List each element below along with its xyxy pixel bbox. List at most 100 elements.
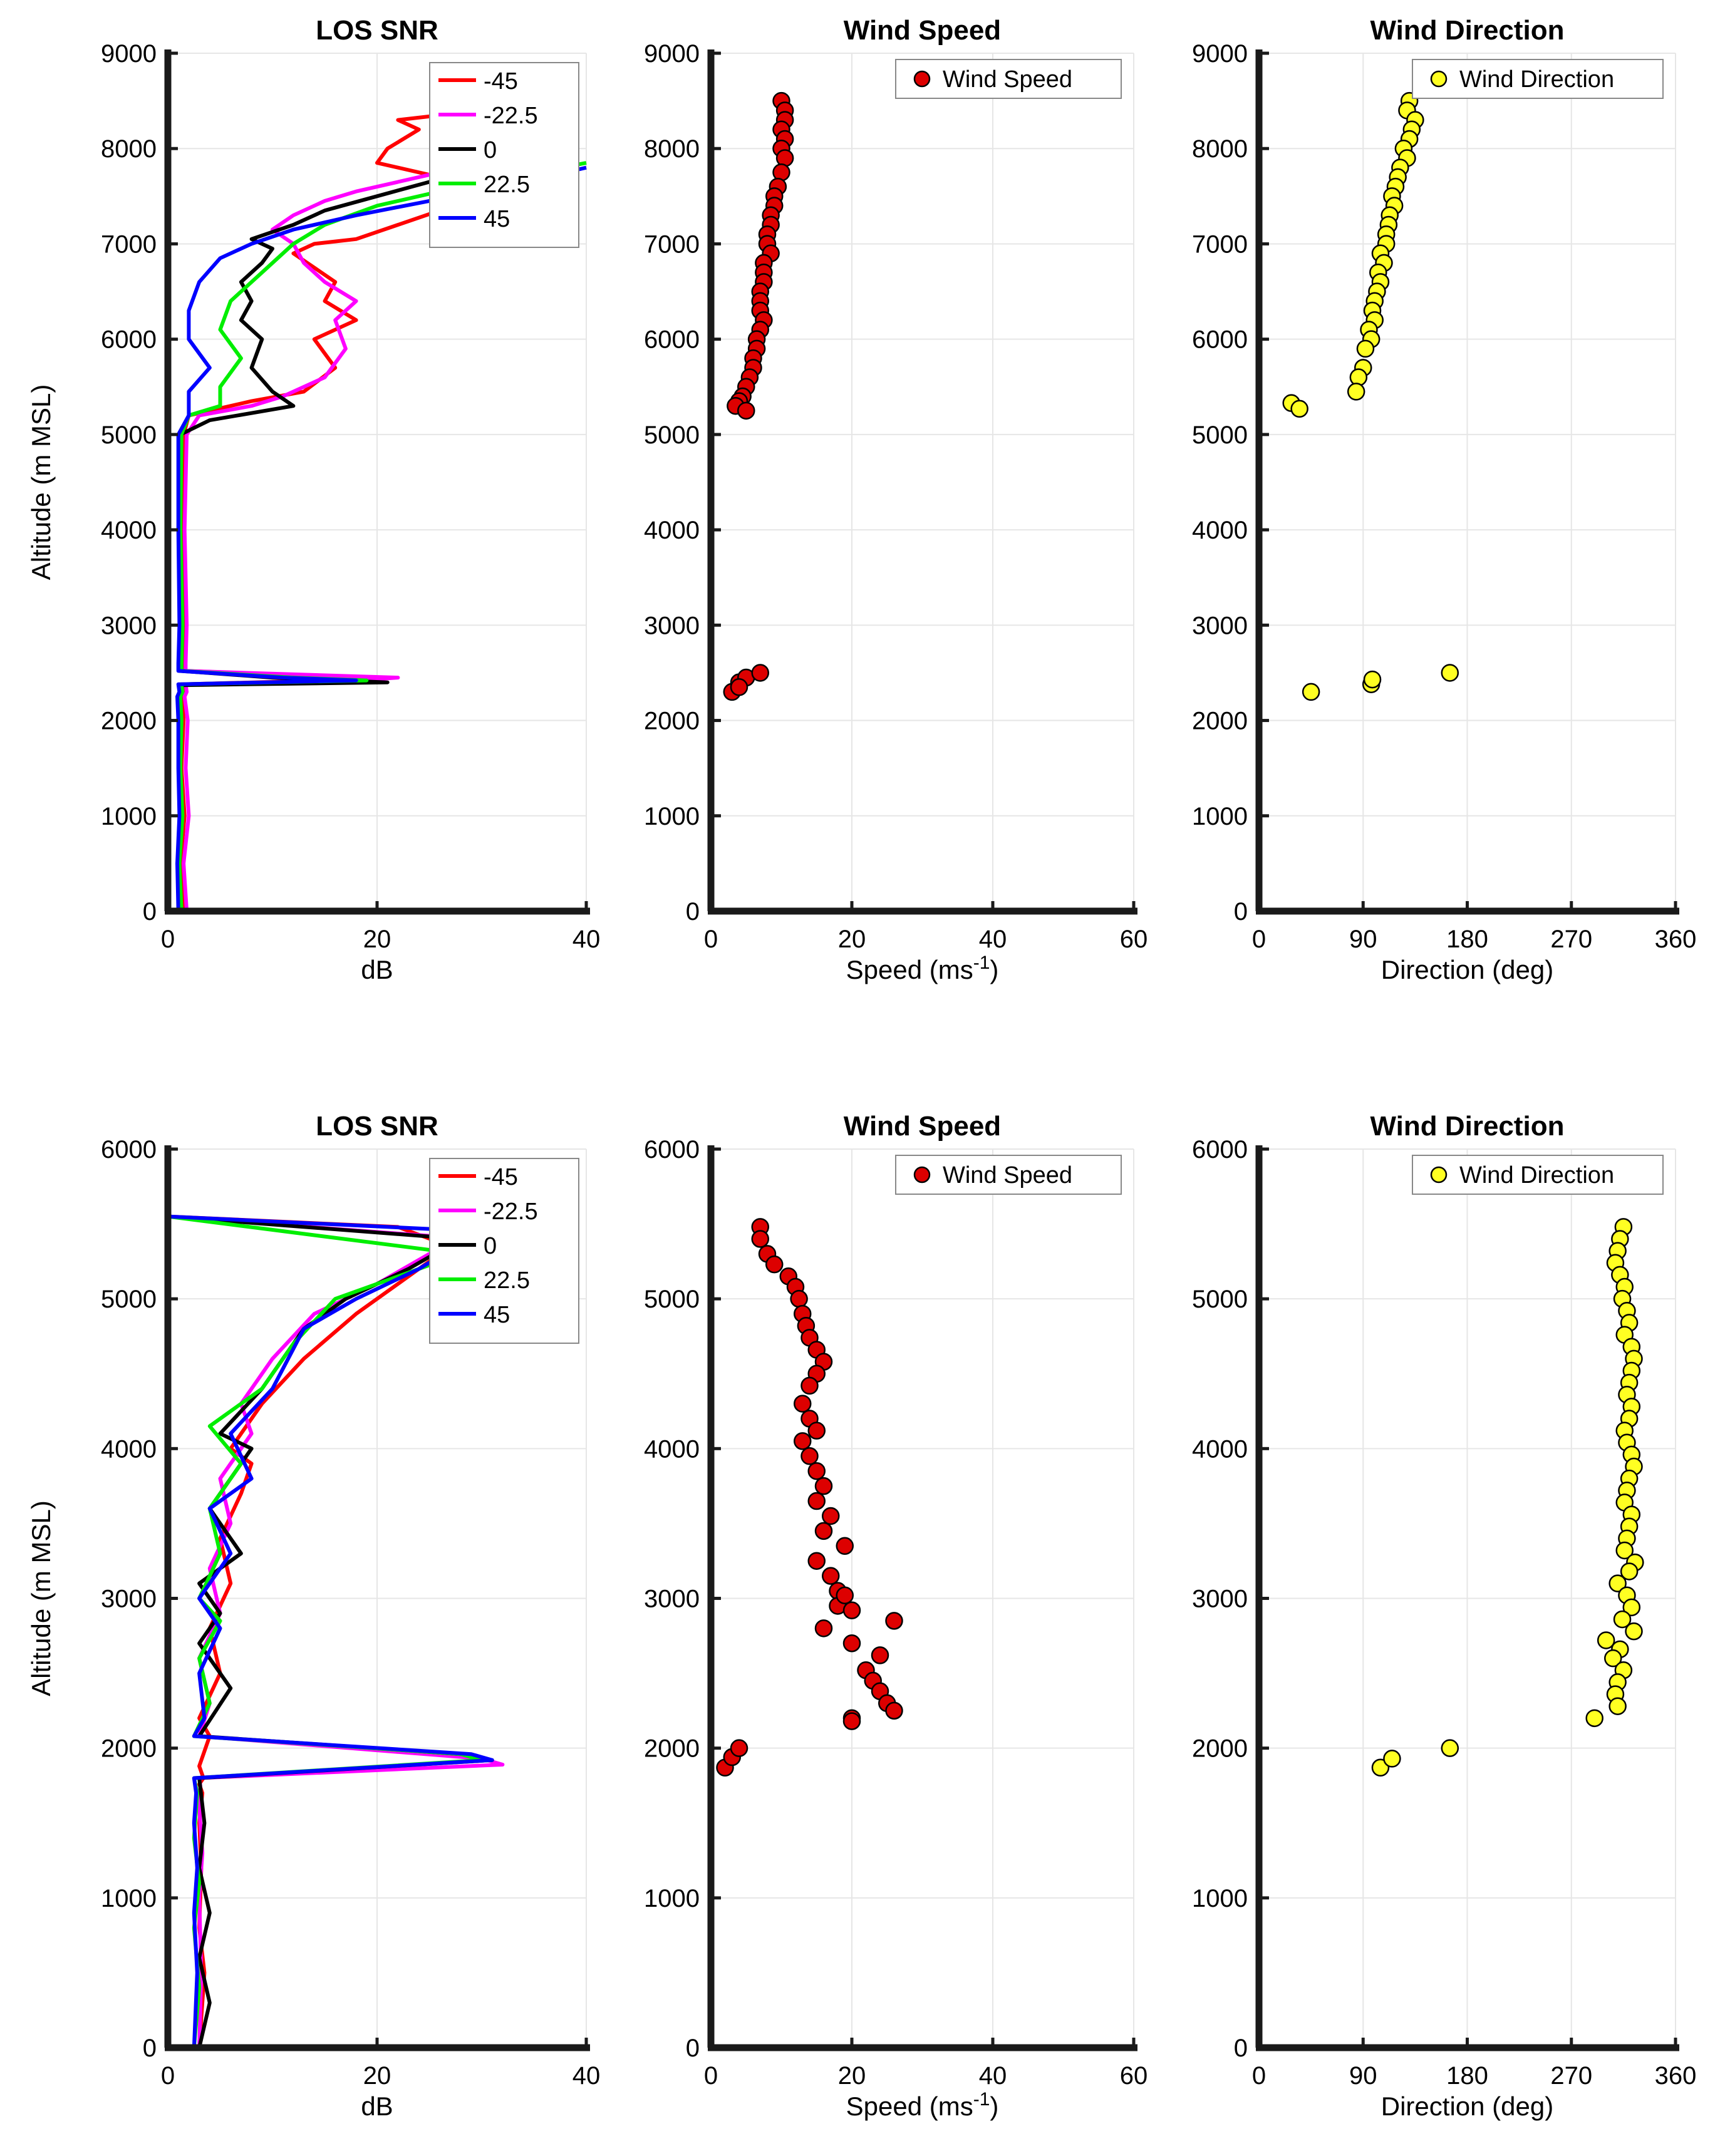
chart-title: LOS SNR [316,1111,438,1142]
chart-title: Wind Direction [1370,1111,1564,1142]
data-point [1383,1750,1401,1768]
y-tick-label: 4000 [1192,1435,1248,1463]
y-tick-label: 6000 [1192,1136,1248,1163]
x-axis-label-text: Speed (ms [846,2092,973,2121]
x-axis-label-text: Direction (deg [1381,955,1545,984]
x-tick-label: 180 [1446,926,1488,953]
legend-label: 22.5 [484,1267,530,1294]
legend-label: Wind Speed [943,1162,1072,1189]
legend-marker [1430,1166,1448,1184]
y-tick-label: 4000 [644,1435,700,1463]
legend-label: 0 [484,1233,497,1259]
y-tick-label: 4000 [644,517,700,544]
y-tick-label: 1000 [644,1885,700,1912]
legend: -45 -22.5 0 22.5 45 [429,62,579,248]
legend-label: -22.5 [484,103,538,129]
data-point [737,401,755,420]
data-point [800,1447,819,1465]
x-tick-label: 90 [1349,926,1377,953]
y-tick-label: 1000 [101,1885,157,1912]
y-tick-label: 3000 [644,1586,700,1613]
x-axis-label-end: ) [1545,955,1553,984]
y-tick-label: 1000 [1192,803,1248,830]
data-point [1620,1562,1639,1581]
legend-label: 45 [484,206,510,232]
y-tick-label: 7000 [644,230,700,258]
legend-box [1412,59,1664,99]
y-tick-label: 3000 [101,612,157,639]
data-point [822,1507,840,1525]
data-point [1441,664,1459,682]
data-point [885,1701,903,1720]
legend-label: Wind Speed [943,66,1072,93]
y-tick-label: 6000 [1192,326,1248,354]
series-line-45 [167,1214,494,2048]
y-tick-label: 8000 [644,135,700,163]
x-axis-label-text: dB [361,955,393,984]
data-point [1608,1574,1627,1592]
data-point [1347,383,1365,401]
chart-title: Wind Speed [844,15,1001,46]
y-tick-label: 2000 [101,1735,157,1763]
series-line--45 [179,91,484,912]
x-tick-label: 0 [1252,2062,1266,2090]
series-line-22.5 [177,161,587,912]
x-axis-label-text: Speed (ms [846,955,973,984]
y-tick-label: 2000 [1192,1735,1248,1763]
x-axis-label-end: ) [990,955,998,984]
x-tick-label: 360 [1655,926,1697,953]
data-point [1441,1739,1459,1757]
data-point [807,1552,826,1570]
x-axis-label: Speed (ms-1) [846,2089,999,2121]
x-tick-label: 40 [979,2062,1007,2090]
data-point [842,1634,861,1653]
legend-label: Wind Direction [1459,66,1614,93]
data-point [800,1376,819,1395]
data-point [807,1462,826,1480]
y-tick-label: 8000 [101,135,157,163]
data-point [822,1567,840,1585]
panel-3: 0 1000 2000 3000 4000 5000 6000 7000 8000 9000 0 90… [1192,15,1696,984]
x-tick-label: 270 [1550,2062,1592,2090]
panel-4: 0 1000 2000 3000 4000 5000 6000 0 20 40 LOS SNR dB A… [26,1111,600,2121]
x-axis-label: Speed (ms-1) [846,952,999,984]
legend-box [895,1155,1122,1195]
y-tick-label: 4000 [1192,517,1248,544]
legend-label: 22.5 [484,172,530,198]
y-tick-label: 0 [1234,898,1248,926]
legend: Wind Speed [895,59,1122,99]
legend-label: 0 [484,137,497,163]
y-tick-label: 6000 [101,1136,157,1163]
y-tick-label: 1000 [101,803,157,830]
y-tick-label: 9000 [644,40,700,68]
y-tick-label: 3000 [1192,612,1248,639]
y-tick-label: 5000 [101,1286,157,1313]
legend: -45 -22.5 0 22.5 45 [429,1158,579,1344]
x-tick-label: 40 [572,926,601,953]
x-axis-label: Direction (deg) [1381,2092,1553,2121]
y-tick-label: 2000 [644,708,700,735]
panel-6: 0 1000 2000 3000 4000 5000 6000 0 90 180 270 360 Win… [1192,1111,1696,2121]
x-axis-label-text: Direction (deg [1381,2092,1545,2121]
y-tick-label: 9000 [1192,40,1248,68]
data-point [807,1421,826,1440]
series-line--22.5 [182,156,534,912]
y-tick-label: 8000 [1192,135,1248,163]
data-point [836,1537,854,1555]
data-point [814,1522,833,1540]
y-axis-label: Altitude (m MSL) [26,384,56,580]
y-axis-label: Altitude (m MSL) [26,1500,56,1696]
legend-label: Wind Direction [1459,1162,1614,1189]
x-axis-label: dB [361,2092,393,2121]
legend-label: -45 [484,68,518,95]
data-point [730,678,749,696]
data-point [1597,1631,1615,1649]
x-tick-label: 20 [363,2062,391,2090]
panel-1: 0 1000 2000 3000 4000 5000 6000 7000 8000 9000 0 20… [26,15,600,984]
x-tick-label: 0 [161,926,175,953]
x-tick-label: 20 [838,926,866,953]
legend: Wind Speed [895,1155,1122,1195]
panel-2: 0 1000 2000 3000 4000 5000 6000 7000 8000 9000 0 20… [644,15,1147,984]
legend-label: 45 [484,1302,510,1328]
